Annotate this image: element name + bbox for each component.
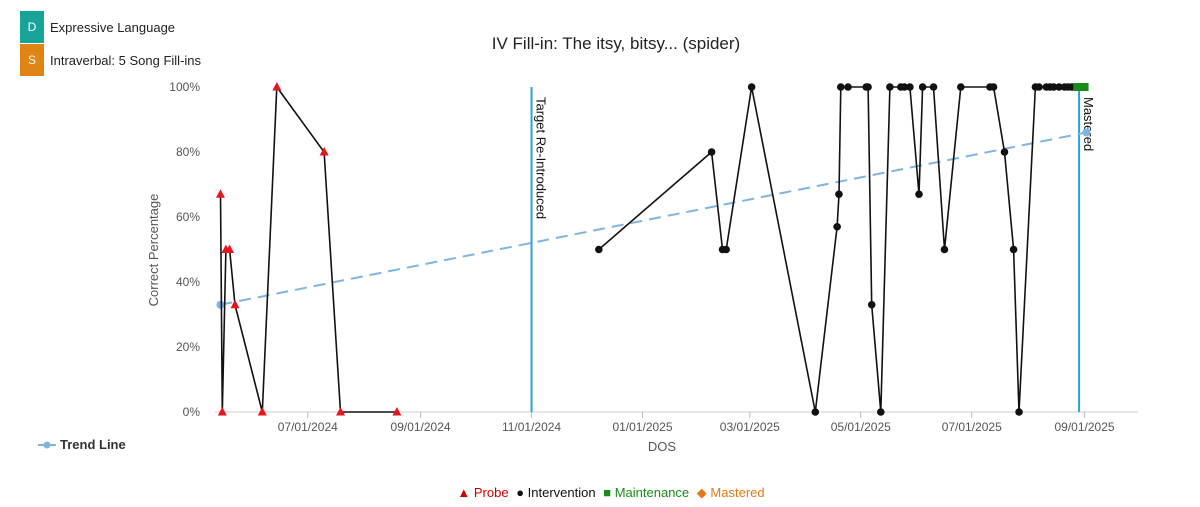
maintenance-point (1080, 83, 1089, 91)
intervention-point (876, 408, 885, 416)
intervention-point (900, 83, 909, 91)
intervention-point (989, 83, 998, 91)
skill-letter-badge: S (20, 44, 44, 76)
intervention-point (929, 83, 938, 91)
intervention-point (1000, 148, 1009, 156)
phase-line-label: Target Re-Introduced (534, 97, 549, 219)
intervention-point (844, 83, 852, 91)
intervention-point (918, 83, 927, 91)
intervention-point (1015, 408, 1023, 416)
intervention-point (1035, 83, 1043, 91)
series-lines (219, 84, 1085, 413)
intervention-point (835, 190, 843, 199)
intervention-point (864, 83, 872, 91)
y-tick-label: 0% (183, 405, 201, 419)
legend-item-intervention[interactable]: ● Intervention (516, 485, 596, 500)
x-axis-label: DOS (648, 439, 677, 454)
y-tick-label: 20% (176, 340, 200, 354)
trend-line-path (220, 131, 1087, 306)
intervention-point (722, 245, 730, 254)
legend-item-probe[interactable]: ▲ Probe (457, 485, 509, 500)
domain-tag: D Expressive Language (20, 11, 175, 43)
intervention-point (595, 245, 603, 254)
probe-point (217, 407, 227, 416)
intervention-point (811, 408, 820, 416)
chart-legend: ▲ Probe ● Intervention ■ Maintenance ◆ M… (0, 485, 1200, 501)
y-axis-label: Correct Percentage (146, 194, 161, 307)
y-tick-label: 60% (176, 210, 200, 224)
x-tick-label: 05/01/2025 (831, 420, 891, 434)
intervention-point (957, 83, 965, 91)
series-line-intervention (598, 86, 1072, 413)
trend-line-legend-icon (38, 441, 56, 448)
x-tick-label: 11/01/2024 (502, 420, 561, 434)
x-tick-label: 07/01/2025 (942, 420, 1002, 434)
probe-point (392, 407, 402, 416)
probe-point (225, 244, 235, 253)
x-tick-label: 01/01/2025 (612, 420, 672, 434)
probe-point (336, 407, 346, 416)
intervention-point (833, 222, 841, 231)
intervention-point (747, 83, 756, 91)
intervention-point (1055, 83, 1063, 91)
domain-label: Expressive Language (50, 19, 176, 35)
y-tick-label: 80% (176, 145, 200, 159)
intervention-point (707, 148, 716, 156)
intervention-point (836, 83, 845, 91)
x-tick-label: 03/01/2025 (720, 420, 780, 434)
intervention-point (915, 190, 923, 199)
skill-tag: S Intraverbal: 5 Song Fill-ins (20, 44, 201, 76)
x-tick-label: 07/01/2024 (278, 420, 338, 434)
intervention-point (940, 245, 949, 254)
phase-lines: Target Re-Introduced Mastered (530, 87, 1096, 412)
circle-icon: ● (516, 485, 525, 500)
trend-point (1082, 128, 1091, 137)
probe-point (257, 407, 267, 416)
series-line-probe (219, 84, 397, 413)
phase-line-label: Mastered (1081, 97, 1096, 151)
square-icon: ■ (603, 485, 612, 500)
intervention-point (1009, 245, 1018, 254)
trend-line-legend-label: Trend Line (60, 437, 126, 452)
intervention-point (867, 300, 876, 309)
diamond-icon: ◆ (696, 485, 707, 500)
intervention-point (906, 83, 914, 91)
probe-point (230, 299, 240, 309)
intervention-point (886, 83, 894, 91)
trend-line (216, 128, 1091, 309)
probe-point (272, 82, 282, 91)
legend-item-mastered[interactable]: ◆ Mastered (696, 485, 765, 500)
chart-title: IV Fill-in: The itsy, bitsy... (spider) (491, 34, 741, 53)
series-markers (215, 82, 1089, 416)
x-tick-label: 09/01/2025 (1055, 420, 1115, 434)
triangle-icon: ▲ (457, 485, 471, 500)
axes: 0% 20% 40% 60% 80% 100% 07/01/2024 09/01/2024 11… (169, 80, 1138, 434)
probe-point (319, 147, 329, 156)
intervention-point (1049, 83, 1058, 91)
trend-point (216, 300, 225, 309)
legend-item-maintenance[interactable]: ■ Maintenance (603, 485, 690, 500)
x-tick-label: 09/01/2024 (391, 420, 451, 434)
trend-line-legend[interactable]: Trend Line (38, 437, 126, 452)
skill-label: Intraverbal: 5 Song Fill-ins (50, 52, 202, 68)
y-tick-label: 100% (169, 80, 200, 94)
domain-letter-badge: D (20, 11, 44, 43)
probe-point (215, 189, 225, 198)
y-tick-label: 40% (176, 275, 200, 289)
